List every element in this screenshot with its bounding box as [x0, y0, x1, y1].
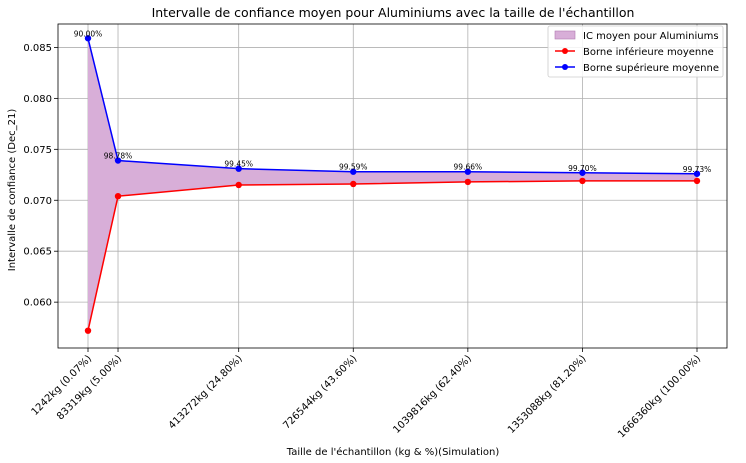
- data-point-upper: [84, 35, 92, 42]
- plot-area-frame: [57, 23, 728, 349]
- x-tick-label: 726544kg (43.60%): [281, 353, 359, 431]
- legend-swatch-fill: [554, 30, 576, 40]
- x-axis-label: Taille de l'échantillon (kg & %)(Simulat…: [286, 446, 500, 458]
- point-label: 99.66%: [454, 163, 483, 172]
- x-tick-label: 413272kg (24.80%): [167, 353, 245, 431]
- point-label: 90.00%: [74, 29, 103, 38]
- x-tick-label: 1353088kg (81.20%): [506, 353, 589, 436]
- confidence-interval-fill: [88, 38, 697, 331]
- legend-label-lower: Borne inférieure moyenne: [583, 46, 714, 58]
- data-point-upper: [579, 169, 586, 176]
- data-point-upper: [464, 168, 472, 175]
- data-point-lower: [84, 327, 92, 334]
- data-point-upper: [693, 170, 701, 177]
- data-point-lower: [350, 180, 357, 188]
- legend-frame: [547, 25, 724, 78]
- x-tick-label: 1039816kg (62.40%): [391, 353, 474, 436]
- axes: 1242kg (0.07%)83319kg (5.00%) 413272kg (2…: [23, 43, 703, 440]
- x-tick-label: 1666360kg (100.00%): [616, 353, 703, 440]
- series-layer: [84, 35, 701, 334]
- point-label: 99.70%: [568, 164, 597, 173]
- data-point-lower: [114, 192, 122, 200]
- data-point-lower: [579, 177, 586, 185]
- data-point-upper: [235, 165, 242, 172]
- data-point-lower: [235, 181, 242, 189]
- legend-marker-upper: [562, 64, 568, 70]
- y-tick-label: 0.060: [23, 298, 52, 309]
- y-tick-label: 0.075: [23, 145, 52, 156]
- y-tick-label: 0.070: [23, 196, 52, 207]
- y-tick-label: 0.080: [23, 94, 52, 105]
- point-labels: 90.00% 98.78% 99.45% 99.59% 99.66% 99.70% 99.7…: [74, 29, 712, 174]
- legend-label-upper: Borne supérieure moyenne: [583, 62, 719, 74]
- chart-title: Intervalle de confiance moyen pour Alumi…: [152, 5, 635, 20]
- data-point-upper: [114, 157, 122, 164]
- series-line-lower: [87, 180, 697, 331]
- point-label: 99.59%: [339, 163, 368, 172]
- data-point-lower: [693, 177, 701, 185]
- data-point-lower: [464, 178, 472, 186]
- point-label: 98.78%: [104, 152, 133, 161]
- point-label: 99.73%: [683, 165, 712, 174]
- y-axis-label: Intervalle de confiance (Dec_21): [7, 109, 18, 272]
- legend-label-fill: IC moyen pour Aluminiums: [583, 31, 719, 42]
- point-label: 99.45%: [224, 160, 253, 169]
- y-tick-label: 0.085: [23, 43, 52, 54]
- data-point-upper: [350, 168, 357, 175]
- y-tick-label: 0.065: [23, 247, 52, 258]
- legend-marker-lower: [562, 48, 568, 54]
- legend: IC moyen pour Aluminiums Borne inférieur…: [547, 25, 724, 78]
